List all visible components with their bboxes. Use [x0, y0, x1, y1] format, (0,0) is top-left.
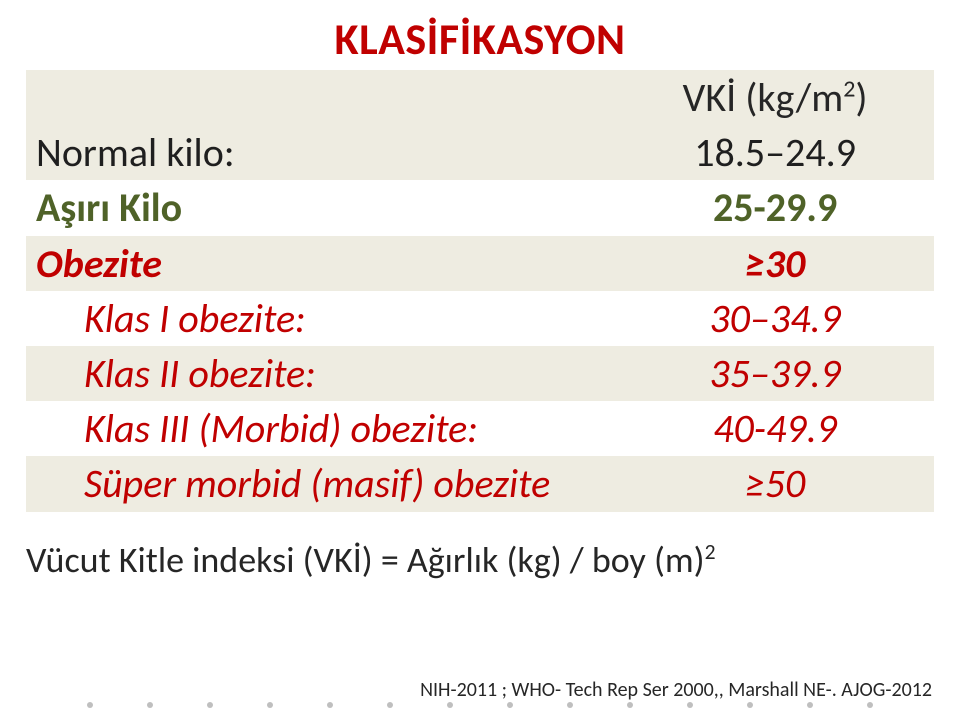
classification-table: VKİ (kg/m2) Normal kilo:18.5–24.9Aşırı K… [26, 70, 934, 512]
dot-icon [87, 702, 93, 708]
table-row: Klas II obezite:35–39.9 [26, 346, 934, 401]
dot-icon [807, 702, 813, 708]
formula-superscript: 2 [705, 538, 716, 565]
row-label: Klas III (Morbid) obezite: [26, 401, 616, 456]
row-value: 40-49.9 [616, 401, 934, 456]
row-value: ≥50 [616, 456, 934, 511]
table-row: Klas III (Morbid) obezite:40-49.9 [26, 401, 934, 456]
dot-icon [207, 702, 213, 708]
citation-text: NIH-2011 ; WHO- Tech Rep Ser 2000,, Mars… [420, 678, 932, 702]
row-value: 25-29.9 [616, 180, 934, 235]
decorative-dots [0, 702, 960, 710]
dot-icon [147, 702, 153, 708]
dot-icon [387, 702, 393, 708]
header-empty-cell [26, 70, 616, 125]
header-value-close: ) [855, 73, 867, 122]
row-label: Klas I obezite: [26, 291, 616, 346]
table-row: Klas I obezite:30–34.9 [26, 291, 934, 346]
dot-icon [327, 702, 333, 708]
header-value-text: VKİ (kg/m [683, 73, 844, 122]
row-value: ≥30 [616, 236, 934, 291]
row-label: Aşırı Kilo [26, 180, 616, 235]
table-row: Süper morbid (masif) obezite≥50 [26, 456, 934, 511]
row-value: 18.5–24.9 [616, 125, 934, 180]
dot-icon [507, 702, 513, 708]
table-row: Aşırı Kilo25-29.9 [26, 180, 934, 235]
dot-icon [627, 702, 633, 708]
slide-title: KLASİFİKASYON [26, 12, 934, 66]
row-label: Klas II obezite: [26, 346, 616, 401]
table-header-row: VKİ (kg/m2) [26, 70, 934, 125]
table-row: Normal kilo:18.5–24.9 [26, 125, 934, 180]
dot-icon [267, 702, 273, 708]
dot-icon [867, 702, 873, 708]
row-value: 35–39.9 [616, 346, 934, 401]
formula-text: Vücut Kitle indeksi (VKİ) = Ağırlık (kg)… [26, 538, 705, 582]
dot-icon [567, 702, 573, 708]
slide: KLASİFİKASYON VKİ (kg/m2) Normal kilo:18… [0, 0, 960, 714]
row-value: 30–34.9 [616, 291, 934, 346]
dot-icon [447, 702, 453, 708]
dot-icon [747, 702, 753, 708]
header-superscript: 2 [843, 75, 855, 104]
formula-line: Vücut Kitle indeksi (VKİ) = Ağırlık (kg)… [26, 538, 934, 582]
dot-icon [687, 702, 693, 708]
row-label: Normal kilo: [26, 125, 616, 180]
row-label: Obezite [26, 236, 616, 291]
row-label: Süper morbid (masif) obezite [26, 456, 616, 511]
table-row: Obezite≥30 [26, 236, 934, 291]
header-value-cell: VKİ (kg/m2) [616, 70, 934, 125]
